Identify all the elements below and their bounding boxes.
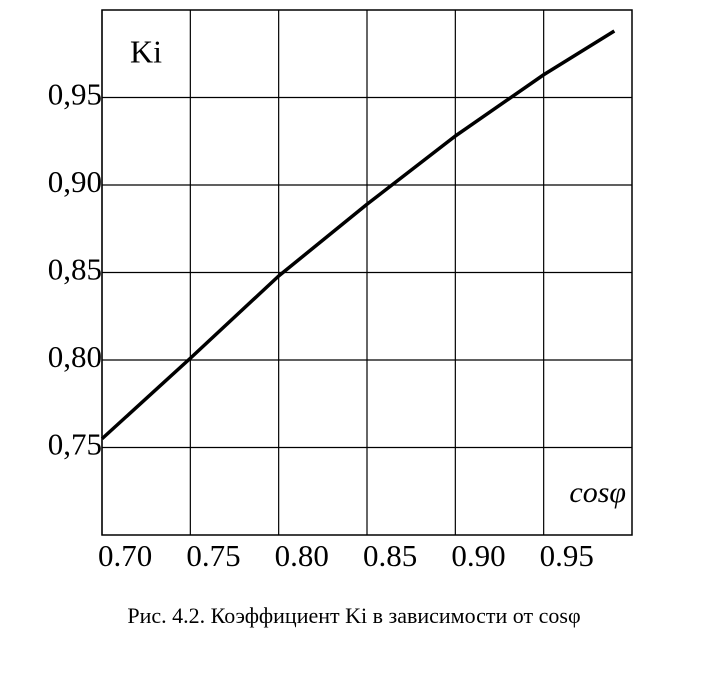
y-axis-label: Ki <box>130 33 162 69</box>
caption: Рис. 4.2. Коэффициент Ki в зависимости о… <box>127 603 580 628</box>
y-tick-label: 0,85 <box>48 252 102 287</box>
x-tick-label: 0.75 <box>186 538 240 573</box>
x-tick-label: 0.80 <box>275 538 329 573</box>
x-tick-label: 0.70 <box>98 538 152 573</box>
x-tick-label: 0.90 <box>451 538 505 573</box>
y-tick-label: 0,80 <box>48 339 102 374</box>
data-line <box>100 29 616 441</box>
y-tick-label: 0,75 <box>48 427 102 462</box>
x-axis-label: cosφ <box>569 476 626 509</box>
x-tick-label: 0.85 <box>363 538 417 573</box>
x-tick-label: 0.95 <box>540 538 594 573</box>
y-tick-label: 0,90 <box>48 164 102 199</box>
y-tick-label: 0,95 <box>48 77 102 112</box>
